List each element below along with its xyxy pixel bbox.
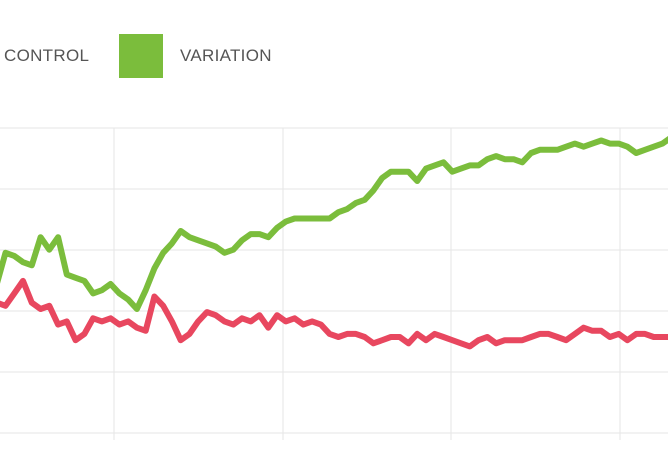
legend-item-control[interactable]: CONTROL [4,33,89,79]
series-line-variation [0,135,668,312]
chart-legend: CONTROL VARIATION [0,33,668,79]
legend-item-variation[interactable]: VARIATION [119,33,272,79]
legend-label-control: CONTROL [4,46,90,65]
chart-grid [0,127,668,440]
chart-series [0,135,668,350]
series-line-control [0,277,668,350]
legend-label-variation: VARIATION [180,46,272,65]
legend-swatch-variation [119,34,163,78]
